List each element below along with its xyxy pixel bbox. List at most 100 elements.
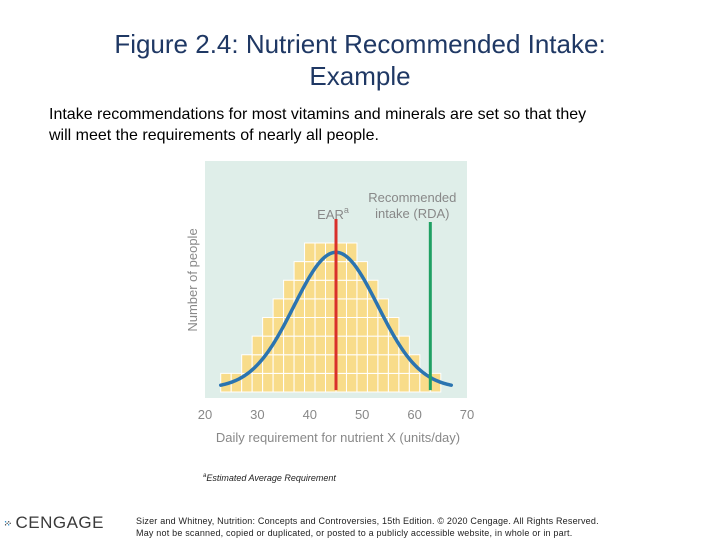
x-tick-label: 70	[460, 407, 474, 422]
histogram-cell	[377, 372, 389, 393]
histogram-cell	[345, 354, 358, 374]
histogram-bar	[283, 279, 295, 393]
histogram-cell	[283, 372, 295, 393]
histogram-bar	[366, 279, 379, 393]
histogram-cell	[304, 354, 316, 374]
credit-line-2: May not be scanned, copied or duplicated…	[136, 528, 573, 538]
cengage-logo-icon	[4, 521, 11, 526]
histogram-cell	[366, 354, 379, 374]
x-tick-label: 60	[407, 407, 421, 422]
histogram-cell	[262, 372, 274, 393]
histogram-cell	[251, 372, 264, 393]
x-tick-label: 30	[250, 407, 264, 422]
histogram-cell	[335, 279, 347, 300]
histogram-cell	[398, 372, 410, 393]
credit-line-1: Sizer and Whitney, Nutrition: Concepts a…	[136, 516, 599, 526]
histogram-cell	[335, 298, 347, 318]
cengage-logo: CENGAGE	[4, 508, 104, 538]
histogram-cell	[335, 335, 347, 356]
rda-label-line-1: Recommended	[368, 190, 456, 205]
histogram-cell	[325, 354, 337, 374]
histogram-cell	[345, 372, 358, 393]
histogram-cell	[272, 298, 285, 318]
histogram-bar	[335, 242, 347, 393]
histogram-cell	[251, 335, 264, 356]
histogram-cell	[335, 372, 347, 393]
x-axis-label: Daily requirement for nutrient X (units/…	[216, 430, 460, 445]
histogram-cell	[293, 354, 306, 374]
histogram-cell	[304, 372, 316, 393]
histogram-cell	[325, 261, 337, 281]
histogram-cell	[304, 317, 316, 337]
histogram-cell	[356, 354, 368, 374]
histogram-cell	[345, 317, 358, 337]
histogram-cell	[283, 279, 295, 300]
logo-text: CENGAGE	[15, 513, 104, 532]
histogram-cell	[345, 335, 358, 356]
histogram-cell	[325, 372, 337, 393]
histogram-bar	[272, 298, 285, 393]
histogram-cell	[314, 317, 327, 337]
histogram-cell	[356, 335, 368, 356]
histogram-cell	[304, 242, 316, 263]
histogram-cell	[408, 372, 421, 393]
histogram-cell	[293, 261, 306, 281]
footnote: aEstimated Average Requirement	[203, 473, 336, 483]
histogram-cell	[345, 298, 358, 318]
subtitle-line-2: will meet the requirements of nearly all…	[49, 127, 379, 144]
histogram-cell	[293, 317, 306, 337]
ear-label: EARa	[317, 205, 349, 222]
histogram-cell	[335, 354, 347, 374]
title-line-2: Example	[309, 61, 411, 91]
histogram-cell	[272, 372, 285, 393]
y-axis-label: Number of people	[185, 228, 200, 331]
histogram-cell	[377, 335, 389, 356]
footnote-marker: a	[203, 473, 207, 479]
slide-subtitle: Intake recommendations for most vitamins…	[49, 104, 689, 146]
histogram-cell	[356, 298, 368, 318]
histogram-bar	[293, 261, 306, 393]
subtitle-line-1: Intake recommendations for most vitamins…	[49, 106, 587, 123]
histogram-cell	[314, 354, 327, 374]
histogram-bar	[314, 242, 327, 393]
histogram-bar	[325, 242, 337, 393]
histogram-cell	[314, 298, 327, 318]
histogram-cell	[335, 261, 347, 281]
histogram-cell	[387, 372, 400, 393]
histogram-cell	[345, 279, 358, 300]
x-tick-label: 40	[303, 407, 317, 422]
histogram-cell	[387, 354, 400, 374]
histogram-cell	[325, 298, 337, 318]
histogram-cell	[366, 372, 379, 393]
x-tick-label: 20	[198, 407, 212, 422]
histogram-cell	[314, 335, 327, 356]
title-line-1: Figure 2.4: Nutrient Recommended Intake:	[114, 29, 606, 59]
histogram-cell	[272, 354, 285, 374]
histogram-cell	[293, 372, 306, 393]
histogram-cell	[366, 317, 379, 337]
histogram-cell	[366, 335, 379, 356]
slide-title: Figure 2.4: Nutrient Recommended Intake:…	[20, 28, 700, 92]
histogram-cell	[314, 372, 327, 393]
histogram-cell	[356, 372, 368, 393]
histogram-cell	[335, 317, 347, 337]
histogram-cell	[377, 354, 389, 374]
histogram-cell	[283, 335, 295, 356]
histogram-cell	[314, 279, 327, 300]
histogram-cell	[293, 335, 306, 356]
histogram-cell	[325, 335, 337, 356]
ear-label-superscript: a	[344, 205, 349, 215]
histogram-cell	[356, 317, 368, 337]
credit-text: Sizer and Whitney, Nutrition: Concepts a…	[136, 515, 716, 539]
footnote-text: Estimated Average Requirement	[206, 473, 336, 483]
histogram-bar	[304, 242, 316, 393]
histogram-cell	[262, 317, 274, 337]
histogram-cell	[283, 354, 295, 374]
histogram-cell	[325, 279, 337, 300]
x-tick-label: 50	[355, 407, 369, 422]
histogram-cell	[304, 335, 316, 356]
histogram-cell	[325, 317, 337, 337]
rda-label-line-2: intake (RDA)	[375, 206, 449, 221]
histogram-cell	[304, 298, 316, 318]
